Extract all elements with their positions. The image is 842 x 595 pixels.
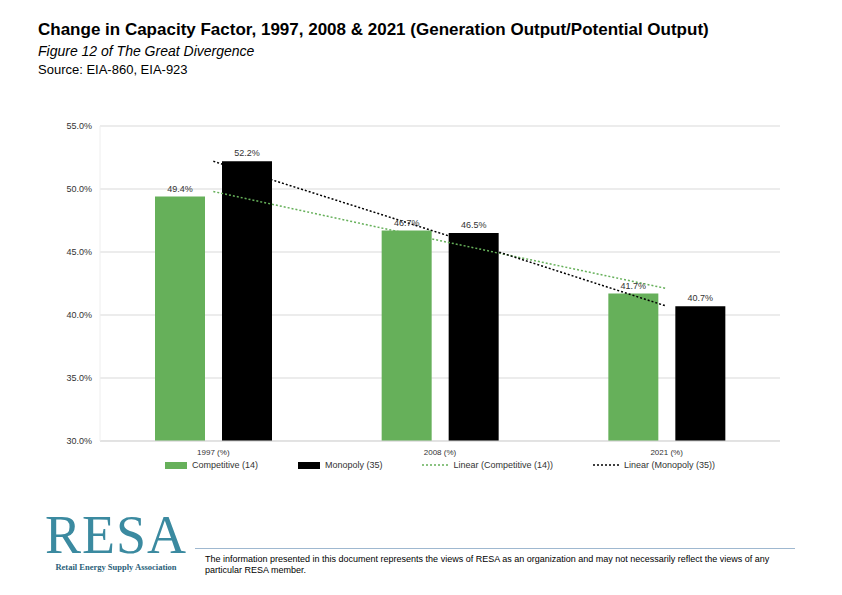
svg-text:49.4%: 49.4%: [167, 184, 193, 194]
html-text:RESA: RESA: [45, 505, 187, 565]
svg-text:55.0%: 55.0%: [66, 121, 92, 131]
svg-text:2008 (%): 2008 (%): [424, 448, 457, 457]
html-text:Linear (Monopoly (35)): Linear (Monopoly (35)): [624, 460, 716, 470]
html-text:Source: EIA-860, EIA-923: Source: EIA-860, EIA-923: [38, 62, 188, 77]
html-text:Figure 12 of The Great Diverge: Figure 12 of The Great Divergence: [38, 43, 255, 59]
html-text:Change in Capacity Factor, 199: Change in Capacity Factor, 1997, 2008 & …: [38, 20, 709, 39]
svg-text:50.0%: 50.0%: [66, 184, 92, 194]
html-text:Competitive (14): Competitive (14): [191, 460, 258, 470]
svg-text:30.0%: 30.0%: [66, 436, 92, 446]
svg-text:1997 (%): 1997 (%): [197, 448, 230, 457]
svg-text:2021 (%): 2021 (%): [650, 448, 683, 457]
html-text:Retail Energy Supply Associati: Retail Energy Supply Association: [55, 562, 177, 572]
html-text:Monopoly (35): Monopoly (35): [325, 460, 383, 470]
svg-text:46.5%: 46.5%: [461, 220, 487, 230]
html-text:Linear (Competitive (14)): Linear (Competitive (14)): [453, 460, 553, 470]
svg-text:41.7%: 41.7%: [621, 281, 647, 291]
svg-text:52.2%: 52.2%: [234, 148, 260, 158]
svg-text:46.7%: 46.7%: [394, 218, 420, 228]
svg-text:40.0%: 40.0%: [66, 310, 92, 320]
svg-text:35.0%: 35.0%: [66, 373, 92, 383]
svg-text:40.7%: 40.7%: [688, 293, 714, 303]
html-text:The information presented in t: The information presented in this docume…: [205, 554, 770, 575]
svg-text:45.0%: 45.0%: [66, 247, 92, 257]
